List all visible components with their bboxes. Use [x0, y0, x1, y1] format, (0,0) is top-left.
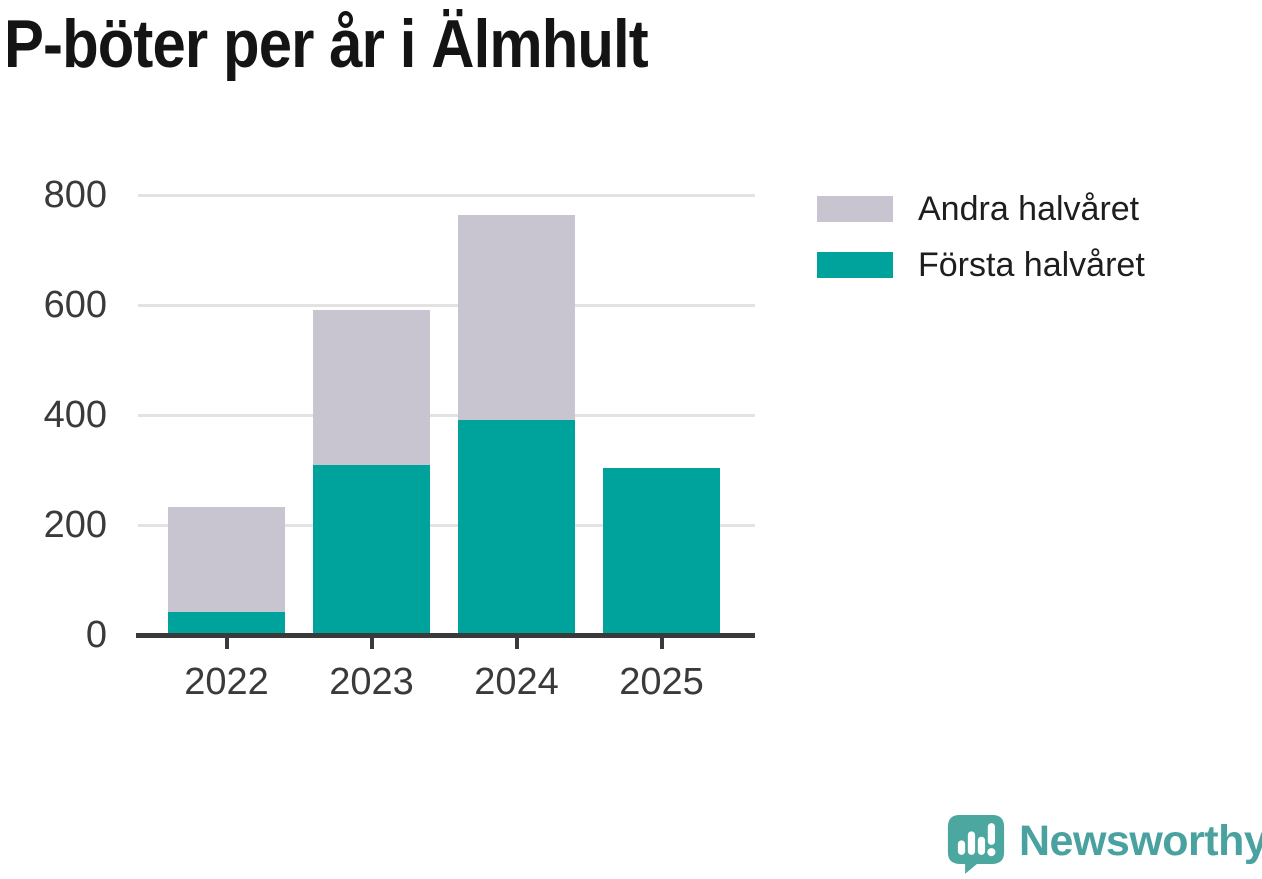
bar-segment-2024-andra-halvaret	[458, 214, 575, 420]
legend: Andra halvåret Första halvåret	[817, 189, 1145, 284]
x-axis-label-2025: 2025	[619, 661, 704, 703]
x-axis-label-2024: 2024	[474, 661, 559, 703]
gridline-y-200	[138, 524, 755, 527]
plot-area	[138, 195, 753, 635]
y-axis-tick-label: 0	[85, 614, 107, 656]
x-axis-label-2022: 2022	[184, 661, 269, 703]
page-title: P-böter per år i Älmhult	[4, 6, 649, 82]
x-axis-tick	[224, 638, 229, 649]
y-axis-tick-label: 400	[43, 394, 107, 436]
gridline-y-400	[138, 414, 755, 417]
x-axis-line	[136, 633, 755, 638]
x-axis-tick	[369, 638, 374, 649]
legend-label: Första halvåret	[918, 245, 1145, 284]
newsworthy-logo-text: Newsworthy	[1019, 816, 1262, 865]
legend-swatch	[817, 196, 893, 222]
newsworthy-logo-icon	[947, 815, 1005, 874]
bar-stack-2025	[603, 468, 720, 635]
gridline-y-600	[138, 304, 755, 307]
x-axis-tick	[514, 638, 519, 649]
legend-label: Andra halvåret	[918, 189, 1140, 228]
bar-segment-2022-forsta-halvaret	[168, 611, 285, 635]
bar-stack-2023	[313, 309, 430, 635]
x-axis-tick	[659, 638, 664, 649]
legend-swatch	[817, 252, 893, 278]
y-axis-tick-label: 200	[43, 504, 107, 546]
legend-item: Första halvåret	[817, 245, 1145, 284]
y-axis-tick-label: 800	[43, 174, 107, 216]
bar-segment-2023-forsta-halvaret	[313, 464, 430, 635]
newsworthy-logo: Newsworthy	[947, 814, 1262, 874]
bar-segment-2022-andra-halvaret	[168, 506, 285, 612]
gridline-y-800	[138, 194, 755, 197]
legend-item: Andra halvåret	[817, 189, 1145, 228]
bar-segment-2025-forsta-halvaret	[603, 468, 720, 635]
bar-segment-2023-andra-halvaret	[313, 309, 430, 465]
x-axis-label-2023: 2023	[329, 661, 414, 703]
bar-segment-2024-forsta-halvaret	[458, 419, 575, 635]
bar-stack-2022	[168, 506, 285, 635]
bar-stack-2024	[458, 214, 575, 635]
y-axis-tick-label: 600	[43, 284, 107, 326]
